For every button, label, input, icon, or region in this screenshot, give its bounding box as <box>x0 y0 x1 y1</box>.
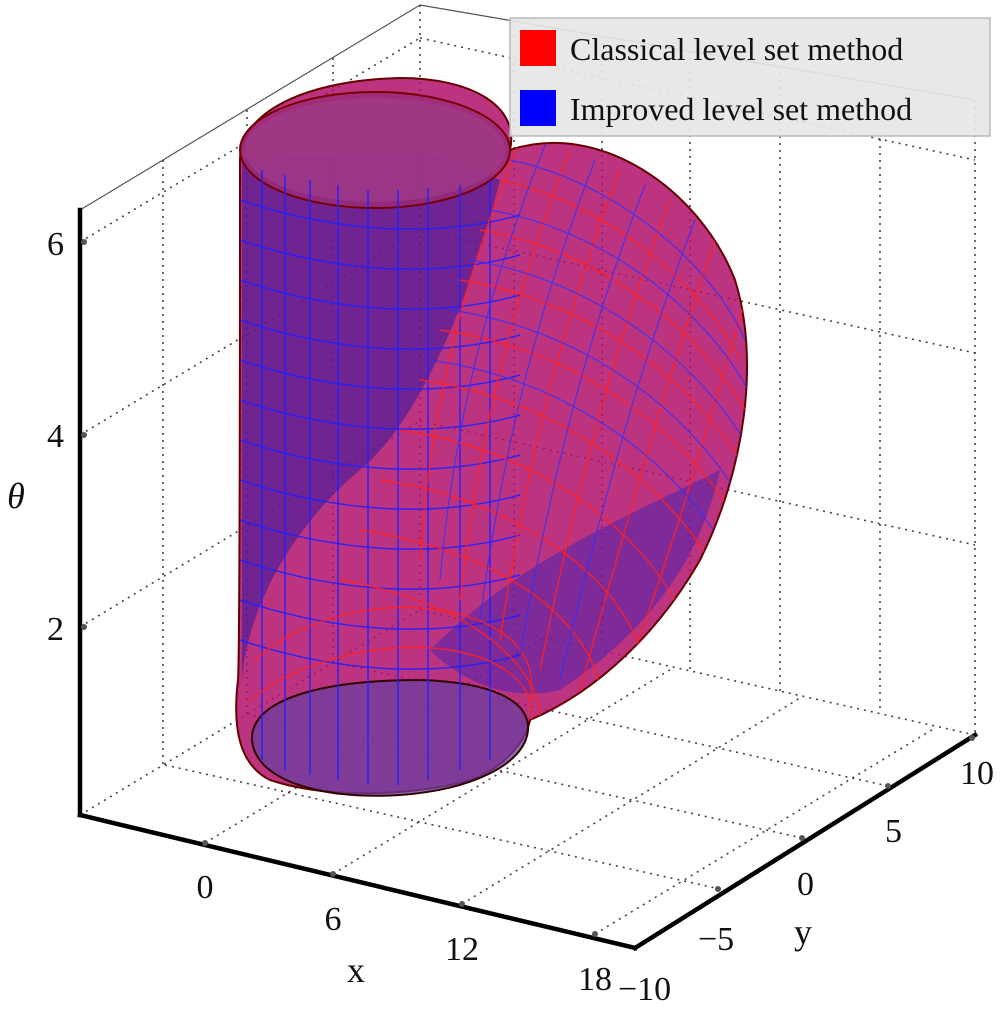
axes <box>77 207 979 952</box>
legend-swatch-improved <box>520 90 556 126</box>
y-tick-label: 5 <box>885 813 902 850</box>
legend-box <box>509 17 991 137</box>
floor-grid <box>164 636 936 935</box>
y-axis-line <box>631 731 979 952</box>
y-tick-label: −10 <box>618 971 671 1008</box>
x-axis-title: x <box>347 950 365 990</box>
z-axis-title: θ <box>7 476 25 516</box>
tick-marks <box>81 239 975 937</box>
y-axis-title: y <box>794 912 812 952</box>
legend: Classical level set method Improved leve… <box>509 17 991 137</box>
z-tick-label: 6 <box>47 226 64 263</box>
surface-body <box>235 76 749 797</box>
tick-labels: 6 4 2 0 6 12 18 −10 −5 0 5 10 <box>47 226 994 1008</box>
x-tick-label: 6 <box>325 901 342 938</box>
y-tick-label: 10 <box>960 755 994 792</box>
legend-label-classical: Classical level set method <box>570 31 903 67</box>
x-tick-label: 12 <box>445 931 479 968</box>
x-tick-label: 0 <box>197 869 214 906</box>
y-tick-label: 0 <box>797 866 814 903</box>
z-tick-label: 2 <box>47 611 64 648</box>
legend-label-improved: Improved level set method <box>570 91 912 127</box>
z-tick-label: 4 <box>47 418 64 455</box>
legend-swatch-classical <box>520 30 556 66</box>
y-tick-label: −5 <box>698 921 734 958</box>
x-axis-line <box>77 812 638 951</box>
x-tick-label: 18 <box>578 961 612 998</box>
